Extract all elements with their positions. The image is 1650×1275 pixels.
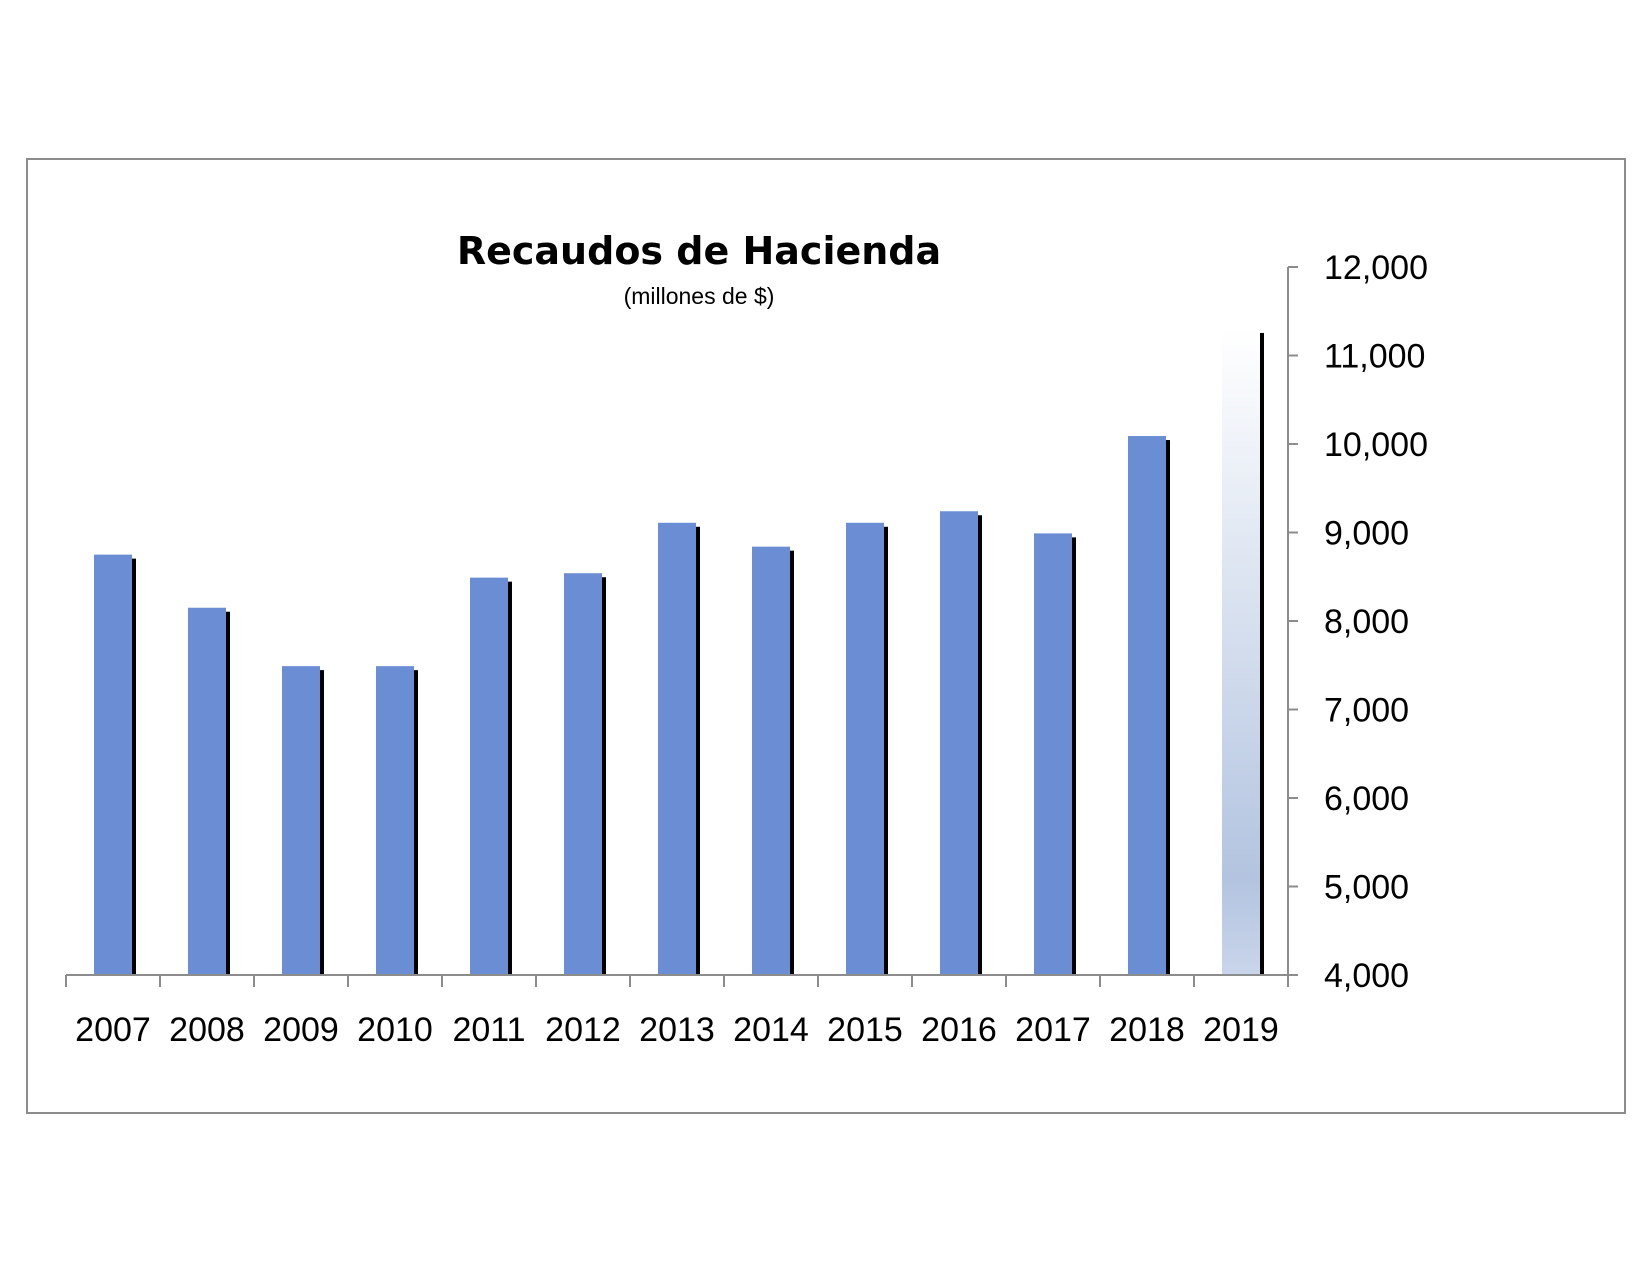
bar-2012 [564, 573, 602, 975]
bar-2019 [1222, 328, 1260, 975]
y-tick-label: 5,000 [1324, 869, 1409, 907]
bar-2010 [376, 666, 414, 975]
bar-shadow-2015 [884, 526, 888, 975]
y-tick-label: 7,000 [1324, 692, 1409, 730]
bar-2011 [470, 577, 508, 975]
bar-shadow-2007 [132, 558, 136, 975]
bar-2009 [282, 666, 320, 975]
x-tick-label: 2018 [1109, 1011, 1185, 1049]
bar-2014 [752, 546, 790, 975]
x-tick-label: 2011 [452, 1011, 525, 1049]
x-tick-label: 2007 [75, 1011, 151, 1049]
bar-2013 [658, 522, 696, 975]
bar-shadow-2010 [414, 670, 418, 975]
bar-2017 [1034, 533, 1072, 975]
bar-shadow-2011 [508, 581, 512, 975]
bar-shadow-2012 [602, 577, 606, 975]
y-tick-label: 8,000 [1324, 603, 1409, 641]
x-tick-label: 2019 [1203, 1011, 1279, 1049]
bar-2018 [1128, 436, 1166, 975]
bar-shadow-2009 [320, 670, 324, 975]
y-tick-label: 12,000 [1324, 249, 1428, 287]
bar-2008 [188, 607, 226, 975]
chart-subtitle: (millones de $) [624, 283, 775, 309]
x-tick-label: 2017 [1015, 1011, 1091, 1049]
bar-shadow-2018 [1166, 440, 1170, 975]
x-tick-label: 2010 [357, 1011, 433, 1049]
y-tick-label: 10,000 [1324, 426, 1428, 464]
bar-2007 [94, 554, 132, 975]
bar-chart: Recaudos de Hacienda (millones de $) 4,0… [65, 229, 1428, 1049]
bar-shadow-2008 [226, 611, 230, 975]
x-tick-label: 2013 [639, 1011, 715, 1049]
bars-layer [94, 328, 1264, 975]
x-tick-label: 2015 [827, 1011, 903, 1049]
x-tick-label: 2016 [921, 1011, 997, 1049]
axes-layer [65, 266, 1298, 987]
bar-2016 [940, 511, 978, 975]
bar-shadow-2013 [696, 526, 700, 975]
x-tick-label: 2012 [545, 1011, 621, 1049]
bar-shadow-2014 [790, 550, 794, 975]
x-tick-label: 2008 [169, 1011, 245, 1049]
bar-shadow-2017 [1072, 537, 1076, 975]
x-tick-label: 2014 [733, 1011, 809, 1049]
y-tick-label: 6,000 [1324, 780, 1409, 818]
bar-shadow-2019 [1260, 332, 1264, 975]
x-tick-label: 2009 [263, 1011, 339, 1049]
y-tick-label: 4,000 [1324, 957, 1409, 995]
chart-frame: Recaudos de Hacienda (millones de $) 4,0… [26, 158, 1626, 1114]
y-tick-label: 11,000 [1324, 338, 1425, 376]
y-tick-label: 9,000 [1324, 515, 1409, 553]
chart-title: Recaudos de Hacienda [457, 229, 941, 273]
bar-2015 [846, 522, 884, 975]
bar-shadow-2016 [978, 515, 982, 975]
labels-layer: 4,000 5,000 6,000 7,000 8,000 9,000 10,000 11,0… [75, 249, 1428, 1049]
